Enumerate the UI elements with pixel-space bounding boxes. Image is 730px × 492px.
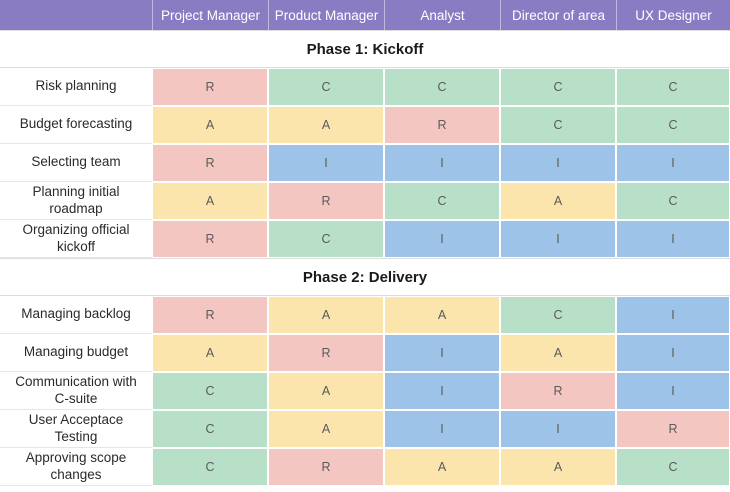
- raci-cell: R: [500, 372, 616, 410]
- raci-cell: C: [500, 296, 616, 334]
- raci-cell: I: [384, 144, 500, 182]
- raci-cell: I: [384, 410, 500, 448]
- role-header: Director of area: [500, 0, 616, 30]
- raci-cell: R: [268, 182, 384, 220]
- activity-label: Risk planning: [0, 68, 152, 106]
- raci-cell: I: [616, 296, 730, 334]
- raci-cell: I: [616, 220, 730, 258]
- raci-cell: I: [384, 334, 500, 372]
- phase-title: Phase 2: Delivery: [302, 268, 428, 286]
- raci-cell: C: [384, 68, 500, 106]
- raci-cell: R: [616, 410, 730, 448]
- raci-cell: I: [500, 144, 616, 182]
- activity-label: Selecting team: [0, 144, 152, 182]
- raci-cell: A: [152, 334, 268, 372]
- raci-cell: C: [616, 182, 730, 220]
- roles-header-row: Project Manager Product Manager Analyst Dir…: [0, 0, 730, 30]
- activity-label: Managing backlog: [0, 296, 152, 334]
- raci-cell: C: [500, 68, 616, 106]
- raci-cell: I: [500, 410, 616, 448]
- activity-label: Organizing official kickoff: [0, 220, 152, 258]
- raci-cell: R: [152, 220, 268, 258]
- raci-cell: A: [500, 448, 616, 486]
- raci-cell: A: [268, 296, 384, 334]
- raci-cell: I: [616, 372, 730, 410]
- raci-cell: C: [384, 182, 500, 220]
- raci-cell: R: [152, 144, 268, 182]
- raci-cell: C: [500, 106, 616, 144]
- role-header: Product Manager: [268, 0, 384, 30]
- raci-cell: A: [500, 182, 616, 220]
- raci-cell: R: [268, 448, 384, 486]
- raci-cell: C: [152, 448, 268, 486]
- role-header: UX Designer: [616, 0, 730, 30]
- phase-heading-row: Phase 2: Delivery: [0, 258, 730, 296]
- raci-cell: I: [616, 144, 730, 182]
- role-header: Project Manager: [152, 0, 268, 30]
- raci-cell: C: [616, 106, 730, 144]
- raci-cell: C: [152, 372, 268, 410]
- raci-cell: A: [268, 410, 384, 448]
- raci-cell: C: [616, 68, 730, 106]
- activity-label: Budget forecasting: [0, 106, 152, 144]
- raci-cell: A: [500, 334, 616, 372]
- phase-heading-row: Phase 1: Kickoff: [0, 30, 730, 68]
- raci-cell: A: [152, 182, 268, 220]
- raci-cell: C: [268, 68, 384, 106]
- activity-label: Planning initial roadmap: [0, 182, 152, 220]
- raci-cell: C: [152, 410, 268, 448]
- raci-cell: A: [268, 106, 384, 144]
- activity-label: Approving scope changes: [0, 448, 152, 486]
- raci-cell: I: [384, 372, 500, 410]
- activity-label: Communication with C-suite: [0, 372, 152, 410]
- raci-cell: A: [268, 372, 384, 410]
- raci-cell: R: [152, 296, 268, 334]
- raci-cell: I: [616, 334, 730, 372]
- phase-title: Phase 1: Kickoff: [306, 40, 424, 58]
- raci-cell: A: [384, 448, 500, 486]
- raci-cell: I: [268, 144, 384, 182]
- activity-label: Managing budget: [0, 334, 152, 372]
- raci-cell: I: [500, 220, 616, 258]
- activity-label: User Acceptace Testing: [0, 410, 152, 448]
- raci-cell: C: [616, 448, 730, 486]
- raci-cell: C: [268, 220, 384, 258]
- raci-cell: R: [268, 334, 384, 372]
- corner-cell: [0, 0, 152, 30]
- raci-cell: A: [152, 106, 268, 144]
- raci-cell: I: [384, 220, 500, 258]
- role-header: Analyst: [384, 0, 500, 30]
- raci-cell: R: [384, 106, 500, 144]
- raci-cell: A: [384, 296, 500, 334]
- raci-cell: R: [152, 68, 268, 106]
